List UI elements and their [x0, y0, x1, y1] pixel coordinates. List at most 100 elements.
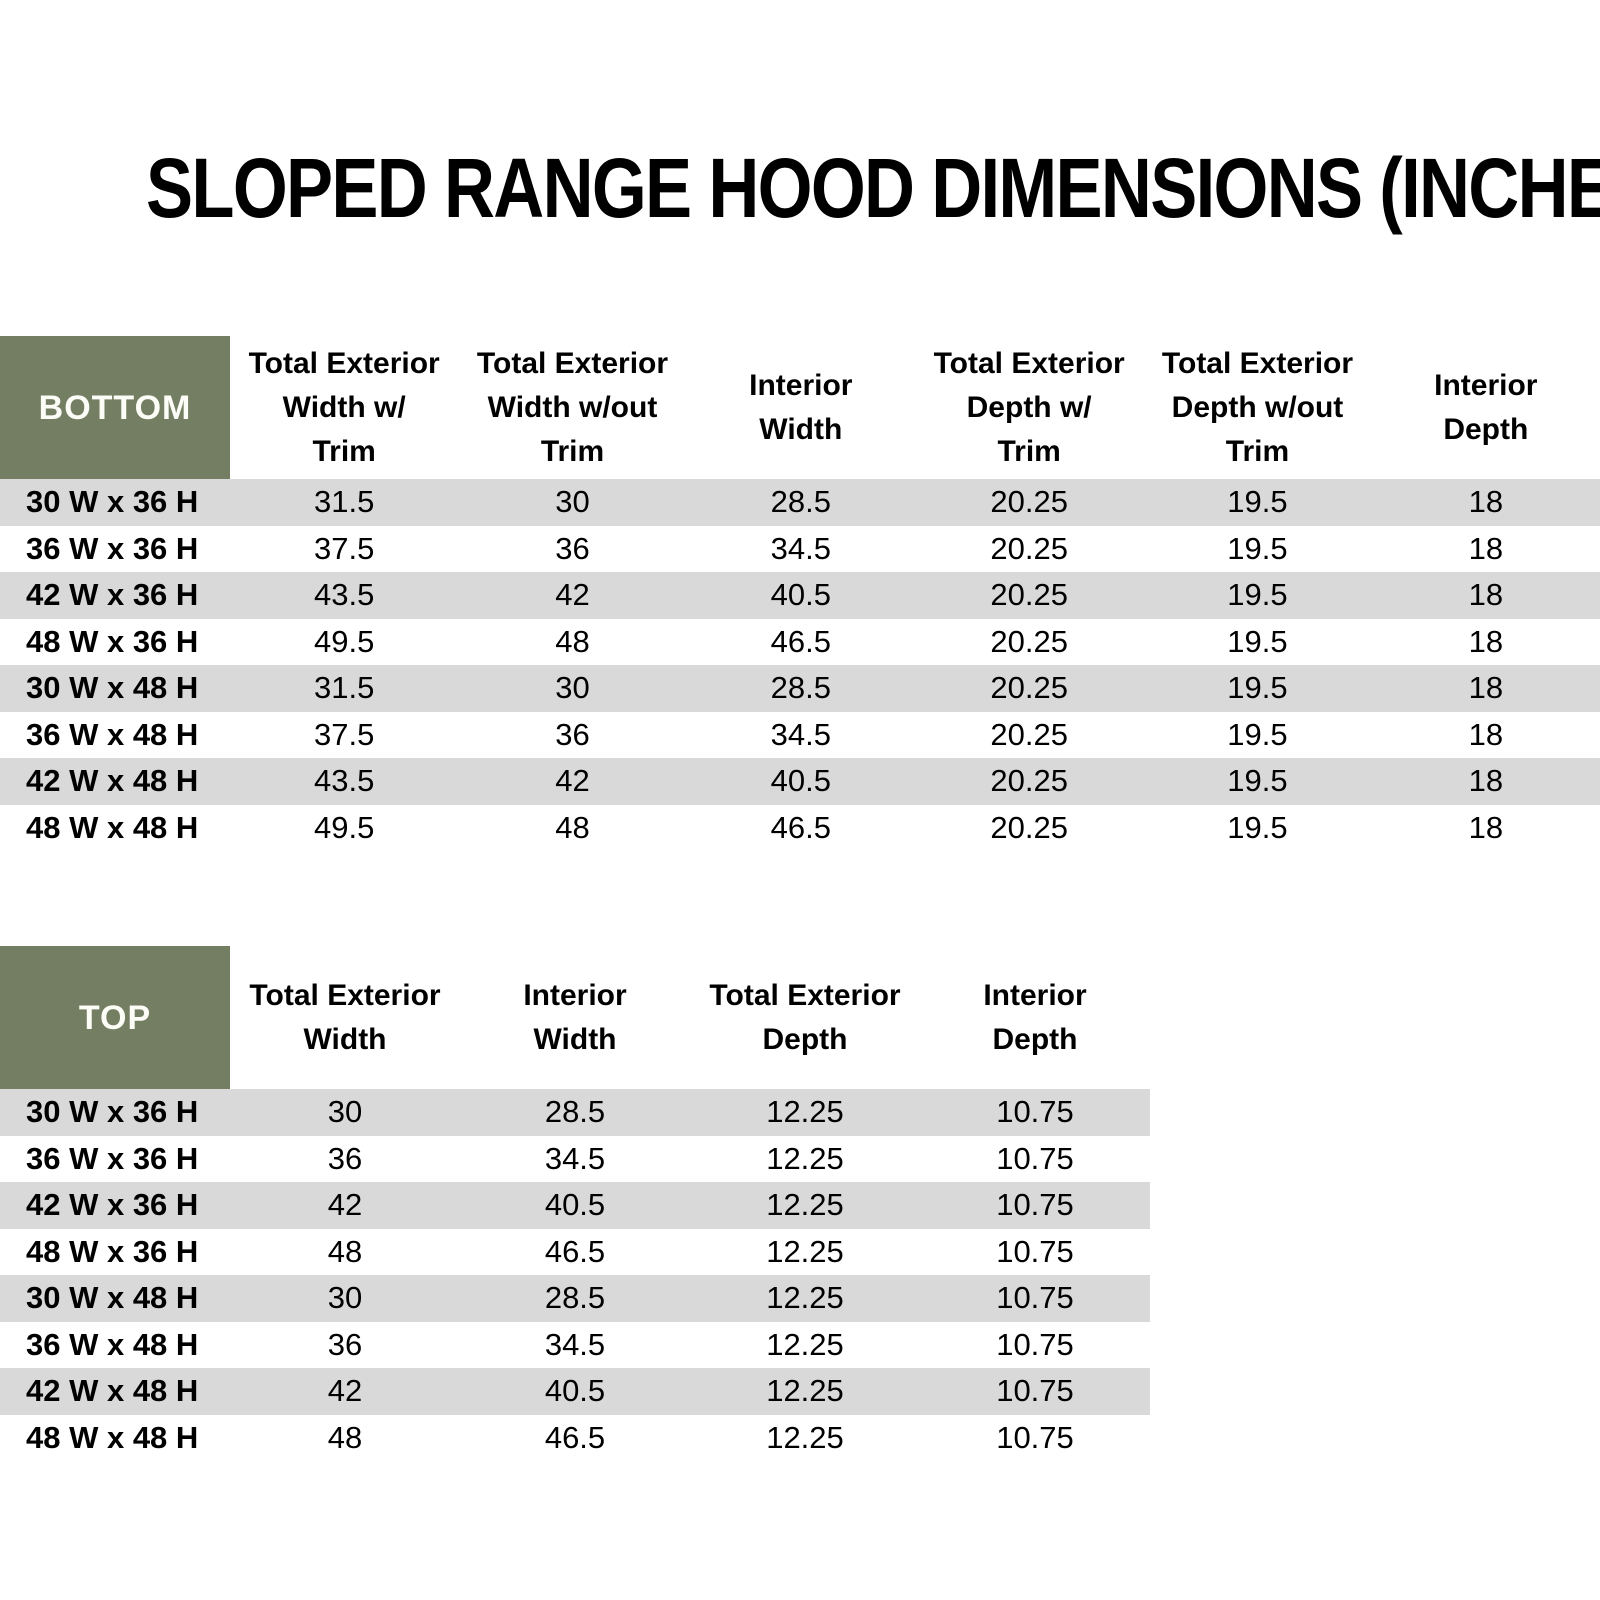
dimension-value: 20.25	[990, 763, 1068, 799]
table-row: 48 W x 48 H 49.5 48 46.5 20.25 19.5 18	[0, 804, 1600, 851]
dimension-value: 31.5	[313, 484, 375, 520]
dimension-value: 19.5	[1227, 670, 1288, 706]
dimension-value: 20.25	[990, 623, 1068, 659]
dimension-value: 36	[327, 1140, 363, 1176]
row-label: 36 W x 36 H	[26, 530, 199, 566]
row-label: 30 W x 48 H	[26, 1280, 199, 1316]
dimension-value: 46.5	[544, 1233, 606, 1269]
table-row: 30 W x 36 H 30 28.5 12.25 10.75	[0, 1089, 1150, 1136]
dimension-value: 36	[555, 716, 590, 752]
dimension-value: 30	[327, 1094, 363, 1130]
dimension-value: 30	[555, 484, 590, 520]
row-label: 42 W x 48 H	[26, 763, 199, 799]
table-row: 48 W x 36 H 48 46.5 12.25 10.75	[0, 1228, 1150, 1275]
dimension-value: 34.5	[544, 1326, 606, 1362]
dimension-value: 48	[327, 1419, 363, 1455]
row-label: 36 W x 48 H	[26, 716, 199, 752]
column-header: Interior Depth	[1371, 336, 1600, 479]
bottom-section-header: BOTTOM	[0, 336, 230, 479]
dimension-value: 18	[1468, 623, 1504, 659]
dimension-value: 12.25	[766, 1233, 844, 1269]
dimension-value: 46.5	[544, 1419, 606, 1455]
dimension-value: 42	[555, 577, 590, 613]
dimension-value: 10.75	[996, 1187, 1074, 1223]
page-title: SLOPED RANGE HOOD DIMENSIONS (INCHES)	[0, 146, 1600, 230]
column-header: Total Exterior Width	[230, 946, 460, 1089]
dimension-value: 12.25	[766, 1326, 844, 1362]
dimension-value: 12.25	[766, 1280, 844, 1316]
dimension-value: 18	[1468, 484, 1504, 520]
dimension-value: 40.5	[770, 763, 831, 799]
table-row: 30 W x 36 H 31.5 30 28.5 20.25 19.5 18	[0, 479, 1600, 526]
dimension-value: 10.75	[996, 1094, 1074, 1130]
row-label: 30 W x 36 H	[26, 484, 199, 520]
column-header: Total Exterior Depth w/out Trim	[1143, 336, 1372, 479]
dimension-value: 28.5	[770, 670, 831, 706]
table-row: 48 W x 48 H 48 46.5 12.25 10.75	[0, 1414, 1150, 1461]
column-header: Interior Width	[686, 336, 915, 479]
dimension-value: 10.75	[996, 1419, 1074, 1455]
table-row: 36 W x 36 H 36 34.5 12.25 10.75	[0, 1135, 1150, 1182]
column-header: Total Exterior Width w/ Trim	[230, 336, 459, 479]
dimension-value: 48	[555, 623, 590, 659]
dimension-value: 12.25	[766, 1187, 844, 1223]
top-dimensions-table: TOP Total Exterior Width Interior Width Tot…	[0, 946, 1150, 1461]
dimension-value: 20.25	[990, 484, 1068, 520]
dimension-value: 31.5	[313, 670, 375, 706]
row-label: 42 W x 48 H	[26, 1373, 199, 1409]
dimension-value: 10.75	[996, 1233, 1074, 1269]
dimension-value: 37.5	[313, 716, 375, 752]
row-label: 42 W x 36 H	[26, 577, 199, 613]
column-header: Interior Width	[460, 946, 690, 1089]
dimension-value: 19.5	[1227, 484, 1288, 520]
dimension-value: 43.5	[313, 577, 375, 613]
row-label: 48 W x 36 H	[26, 1233, 199, 1269]
dimension-value: 18	[1468, 577, 1504, 613]
dimension-value: 34.5	[544, 1140, 606, 1176]
table-row: 48 W x 36 H 49.5 48 46.5 20.25 19.5 18	[0, 618, 1600, 665]
row-label: 42 W x 36 H	[26, 1187, 199, 1223]
dimension-value: 42	[555, 763, 590, 799]
dimension-value: 19.5	[1227, 530, 1288, 566]
dimension-value: 30	[555, 670, 590, 706]
table-row: 30 W x 48 H 31.5 30 28.5 20.25 19.5 18	[0, 665, 1600, 712]
page-title-text: SLOPED RANGE HOOD DIMENSIONS (INCHES)	[146, 141, 1600, 235]
top-section-header: TOP	[0, 946, 230, 1089]
dimension-value: 19.5	[1227, 577, 1288, 613]
dimension-value: 10.75	[996, 1373, 1074, 1409]
row-label: 30 W x 48 H	[26, 670, 199, 706]
row-label: 48 W x 36 H	[26, 623, 199, 659]
dimension-value: 10.75	[996, 1280, 1074, 1316]
dimension-value: 49.5	[313, 623, 375, 659]
dimension-value: 40.5	[544, 1187, 606, 1223]
dimension-value: 46.5	[770, 623, 831, 659]
column-header: Interior Depth	[920, 946, 1150, 1089]
table-row: 42 W x 48 H 42 40.5 12.25 10.75	[0, 1368, 1150, 1415]
dimension-value: 12.25	[766, 1094, 844, 1130]
dimension-value: 48	[327, 1233, 363, 1269]
dimension-value: 19.5	[1227, 716, 1288, 752]
column-header: Total Exterior Depth w/ Trim	[914, 336, 1144, 479]
column-header: Total Exterior Width w/out Trim	[458, 336, 687, 479]
dimension-value: 12.25	[766, 1373, 844, 1409]
table-row: 30 W x 48 H 30 28.5 12.25 10.75	[0, 1275, 1150, 1322]
column-header: Total Exterior Depth	[690, 946, 920, 1089]
dimension-value: 48	[555, 809, 590, 845]
table-row: 36 W x 36 H 37.5 36 34.5 20.25 19.5 18	[0, 525, 1600, 572]
dimension-value: 40.5	[544, 1373, 606, 1409]
dimension-value: 34.5	[770, 530, 831, 566]
row-label: 48 W x 48 H	[26, 1419, 199, 1455]
dimension-value: 49.5	[313, 809, 375, 845]
table-row: 36 W x 48 H 36 34.5 12.25 10.75	[0, 1321, 1150, 1368]
table-row: 42 W x 36 H 43.5 42 40.5 20.25 19.5 18	[0, 572, 1600, 619]
dimension-value: 10.75	[996, 1140, 1074, 1176]
dimension-value: 28.5	[770, 484, 831, 520]
table-row: 42 W x 48 H 43.5 42 40.5 20.25 19.5 18	[0, 758, 1600, 805]
header-row: TOP Total Exterior Width Interior Width Tot…	[0, 946, 1150, 1089]
dimension-value: 28.5	[544, 1280, 606, 1316]
dimension-value: 20.25	[990, 809, 1068, 845]
dimension-value: 10.75	[996, 1326, 1074, 1362]
dimension-value: 19.5	[1227, 623, 1288, 659]
header-row: BOTTOM Total Exterior Width w/ Trim Total …	[0, 336, 1600, 479]
dimension-value: 20.25	[990, 530, 1068, 566]
